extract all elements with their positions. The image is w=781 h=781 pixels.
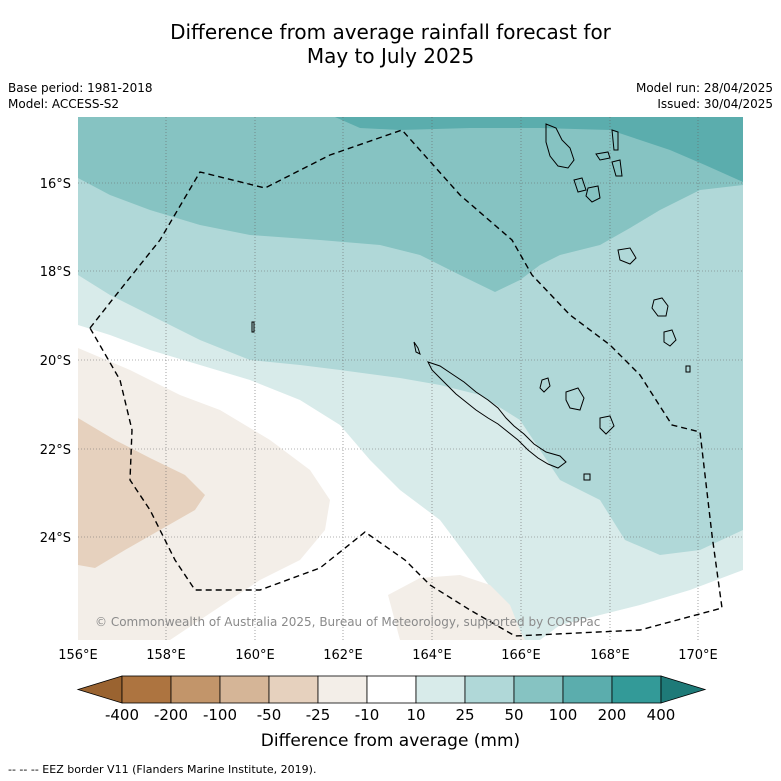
colorbar-swatch [366, 675, 417, 704]
eez-footnote: -- -- -- EEZ border V11 (Flanders Marine… [8, 763, 317, 776]
band-minus25-minus50 [78, 418, 205, 568]
coastlines [251, 123, 691, 481]
colorbar-tick-label: 10 [406, 706, 425, 724]
colorbar-tick-label: 200 [598, 706, 627, 724]
colorbar-swatch [513, 675, 564, 704]
title-line-2: May to July 2025 [306, 44, 475, 68]
colorbar-swatch [562, 675, 613, 704]
colorbar-tick-label: 400 [647, 706, 676, 724]
colorbar-tick-label: -100 [203, 706, 237, 724]
colorbar-tick-label: -25 [306, 706, 331, 724]
title-line-1: Difference from average rainfall forecas… [170, 20, 611, 44]
map-area: © Commonwealth of Australia 2025, Bureau… [78, 117, 743, 640]
eez-border [89, 129, 723, 637]
colorbar-swatch [464, 675, 515, 704]
colorbar-extend-low [76, 675, 123, 704]
copyright-notice: © Commonwealth of Australia 2025, Bureau… [95, 615, 600, 629]
colorbar-title: Difference from average (mm) [260, 731, 521, 751]
colorbar-swatch [317, 675, 368, 704]
colorbar-tick-label: -400 [105, 706, 139, 724]
model-run: Model run: 28/04/2025 [635, 81, 773, 95]
meta-left: Base period: 1981-2018 Model: ACCESS-S2 [8, 80, 153, 112]
colorbar-swatch [170, 675, 221, 704]
loyalty-islands-coast [539, 377, 615, 435]
lat-tick-label: 22°S [40, 443, 71, 458]
small-islands-coast [251, 321, 591, 481]
meta-right: Model run: 28/04/2025 Issued: 30/04/2025 [636, 80, 773, 112]
fiji-region-coast [651, 297, 691, 373]
colorbar-swatch [415, 675, 466, 704]
colorbar-extend-high [660, 675, 707, 704]
band-100-200 [335, 117, 743, 182]
colorbar: -400 -200 -100 -50 -25 -10 10 25 50 100 200 400 [76, 675, 707, 724]
colorbar-swatch [611, 675, 662, 704]
issued-date: Issued: 30/04/2025 [657, 97, 773, 111]
lat-tick-label: 24°S [40, 531, 71, 546]
lat-tick-label: 20°S [40, 354, 71, 369]
lat-tick-label: 16°S [40, 177, 71, 192]
lon-tick-label: 164°E [412, 648, 452, 663]
colorbar-swatch [121, 675, 172, 704]
base-period: Base period: 1981-2018 [8, 81, 153, 95]
colorbar-tick-label: 25 [455, 706, 474, 724]
new-caledonia-coast [427, 361, 567, 469]
colorbar-tick-label: 50 [504, 706, 523, 724]
lon-tick-label: 168°E [590, 648, 630, 663]
map-title: Difference from average rainfall forecas… [0, 20, 781, 68]
band-50-100 [78, 117, 743, 292]
lon-tick-label: 170°E [678, 648, 718, 663]
lon-tick-label: 156°E [58, 648, 98, 663]
colorbar-swatch [219, 675, 270, 704]
band-minus10-minus25-south [388, 575, 525, 640]
colorbar-tick-label: -10 [355, 706, 380, 724]
lon-tick-label: 166°E [501, 648, 541, 663]
latitude-ticks: 16°S 18°S 20°S 22°S 24°S [40, 177, 71, 546]
graticule [78, 117, 743, 640]
colorbar-tick-label: 100 [549, 706, 578, 724]
longitude-ticks: 156°E 158°E 160°E 162°E 164°E 166°E 168°E 170°E [58, 648, 718, 663]
colorbar-swatch [268, 675, 319, 704]
colorbar-tick-label: -200 [154, 706, 188, 724]
colorbar-tick-label: -50 [257, 706, 282, 724]
lat-tick-label: 18°S [40, 265, 71, 280]
model-name: Model: ACCESS-S2 [8, 97, 120, 111]
lon-tick-label: 160°E [235, 648, 275, 663]
lon-tick-label: 162°E [323, 648, 363, 663]
vanuatu-coast [545, 123, 637, 265]
lon-tick-label: 158°E [146, 648, 186, 663]
